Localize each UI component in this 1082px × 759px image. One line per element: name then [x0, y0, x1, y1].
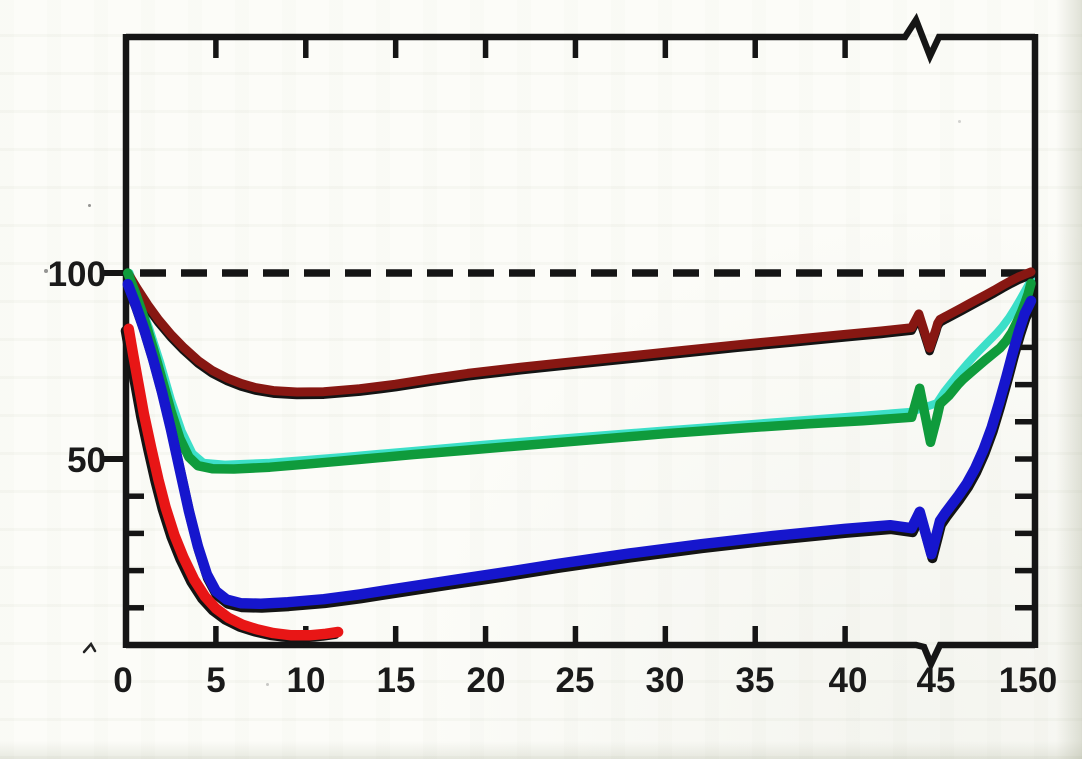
- x-axis-label-15: 15: [377, 661, 416, 700]
- x-axis-label-30: 30: [646, 661, 685, 700]
- curve-blue: [122, 278, 1037, 609]
- axis-tick-labels: 0 5 10 15 20 25 30 35 40 45 150 100 50: [48, 255, 1058, 700]
- x-axis-label-0: 0: [113, 661, 132, 700]
- x-axis-label-25: 25: [556, 661, 595, 700]
- curve-cyan: [125, 269, 1035, 469]
- x-axis-label-20: 20: [467, 661, 506, 700]
- scan-artifacts: [82, 641, 97, 654]
- x-axis-label-45: 45: [917, 661, 956, 700]
- x-axis-label-5: 5: [206, 661, 225, 700]
- curve-dark-red: [123, 267, 1036, 397]
- axis-ticks: [104, 37, 1033, 645]
- curve-green: [123, 268, 1036, 474]
- plot-frame: [122, 12, 1039, 673]
- stray-scan-mark: [82, 641, 97, 654]
- curve-shadow-dark-red: [123, 270, 1036, 400]
- x-axis-label-40: 40: [829, 661, 868, 700]
- frame-top-with-break: [126, 12, 1035, 65]
- x-axis-label-35: 35: [736, 661, 775, 700]
- y-axis-label-100: 100: [48, 255, 106, 294]
- x-axis-label-150: 150: [999, 661, 1057, 700]
- curve-red: [123, 323, 344, 641]
- frame-bottom-with-break: [126, 641, 1035, 673]
- y-axis-label-50: 50: [67, 441, 106, 480]
- x-axis-label-10: 10: [287, 661, 326, 700]
- data-curves: [120, 267, 1037, 643]
